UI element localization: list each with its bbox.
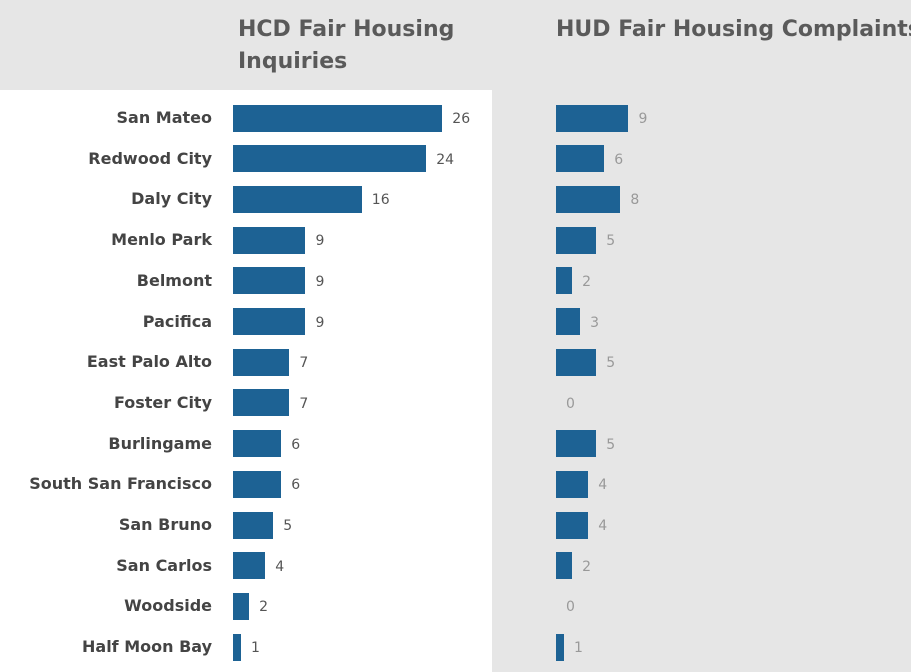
category-label: San Carlos <box>116 555 212 575</box>
bar <box>556 145 605 173</box>
category-label: Redwood City <box>88 148 212 168</box>
value-label: 8 <box>630 192 640 209</box>
category-label: Menlo Park <box>111 230 212 250</box>
bar <box>233 267 306 295</box>
category-label: Woodside <box>124 596 212 616</box>
value-label: 0 <box>566 599 575 616</box>
value-label: 5 <box>283 518 293 534</box>
value-label: 4 <box>275 558 285 575</box>
bar <box>233 430 282 458</box>
bar <box>233 470 282 498</box>
bar <box>556 511 589 539</box>
value-label: 24 <box>436 151 455 168</box>
value-label: 2 <box>259 599 269 616</box>
value-label: 2 <box>582 558 592 575</box>
value-label: 9 <box>638 111 648 127</box>
bar <box>556 226 597 254</box>
bar <box>556 633 565 661</box>
value-label: 7 <box>299 355 309 372</box>
value-label: 9 <box>315 273 325 290</box>
value-label: 7 <box>299 395 309 412</box>
value-label: 16 <box>371 192 390 209</box>
value-label: 0 <box>566 395 575 412</box>
bar <box>556 348 597 376</box>
value-label: 1 <box>251 640 260 657</box>
bar <box>233 633 242 661</box>
bar <box>556 185 621 213</box>
bar <box>233 104 443 132</box>
value-label: 6 <box>291 477 301 494</box>
value-label: 4 <box>598 518 608 534</box>
category-label: Burlingame <box>108 433 212 453</box>
category-label: Daly City <box>131 189 212 209</box>
value-label: 5 <box>606 233 616 250</box>
bar <box>233 348 290 376</box>
category-label: South San Francisco <box>29 474 212 494</box>
category-label: Half Moon Bay <box>82 637 212 657</box>
category-label: San Mateo <box>116 108 213 127</box>
value-label: 3 <box>590 314 600 331</box>
bar <box>233 308 306 335</box>
value-label: 9 <box>315 233 325 250</box>
value-label: 6 <box>614 151 624 168</box>
category-label: Foster City <box>113 392 212 412</box>
value-label: 5 <box>606 355 616 372</box>
bar <box>233 226 306 254</box>
category-label: Belmont <box>136 270 212 290</box>
value-label: 4 <box>598 477 608 494</box>
bar <box>233 592 250 620</box>
bar <box>556 267 573 295</box>
bar <box>233 511 274 539</box>
value-label: 1 <box>574 640 583 657</box>
bar <box>233 552 266 580</box>
value-label: 6 <box>291 436 301 453</box>
bar <box>556 470 589 498</box>
bar <box>556 104 629 132</box>
category-label: San Bruno <box>118 515 212 534</box>
bar <box>233 145 427 173</box>
bar <box>233 185 362 213</box>
panel-background <box>0 90 492 672</box>
value-label: 5 <box>606 436 616 453</box>
panel-title: HUD Fair Housing Complaints <box>556 17 911 42</box>
category-label: East Palo Alto <box>86 352 212 372</box>
bar <box>556 308 581 335</box>
panel-title: HCD Fair Housing Inquiries <box>238 17 455 74</box>
bar <box>556 552 573 580</box>
bar <box>233 389 290 417</box>
category-label: Pacifica <box>142 311 212 331</box>
value-label: 9 <box>315 314 325 331</box>
bar <box>556 430 597 458</box>
value-label: 26 <box>452 111 471 127</box>
value-label: 2 <box>582 273 592 290</box>
